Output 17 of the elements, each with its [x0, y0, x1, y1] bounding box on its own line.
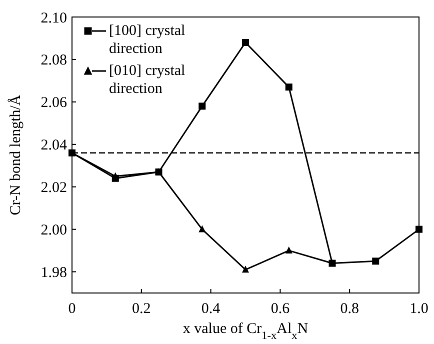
legend-label: [100] crystal direction: [109, 23, 186, 57]
x-tick-label: 0.6: [270, 301, 290, 317]
x-tick-label: 1.0: [410, 301, 428, 317]
y-tick-label: 2.06: [40, 95, 68, 112]
x-axis-title: x value of Cr$_{1-x}$Al$_{x}$N: [182, 321, 308, 342]
legend-label: [010] crystal direction: [109, 63, 186, 97]
x-tick-label: 0.4: [201, 301, 221, 317]
x-tick-label: 0.2: [132, 301, 151, 317]
y-tick-label: 2.08: [40, 52, 67, 69]
y-axis-title: Cr-N bond length/Å: [7, 94, 24, 216]
y-tick-label: 2.04: [40, 138, 68, 154]
y-tick-label: 1.98: [40, 265, 67, 282]
y-tick-label: 2.00: [40, 222, 67, 239]
x-tick-label: 0.8: [340, 301, 359, 317]
x-tick-label: 0: [68, 301, 76, 317]
y-tick-label: 2.02: [40, 180, 67, 196]
y-tick-label: 2.10: [40, 10, 67, 26]
